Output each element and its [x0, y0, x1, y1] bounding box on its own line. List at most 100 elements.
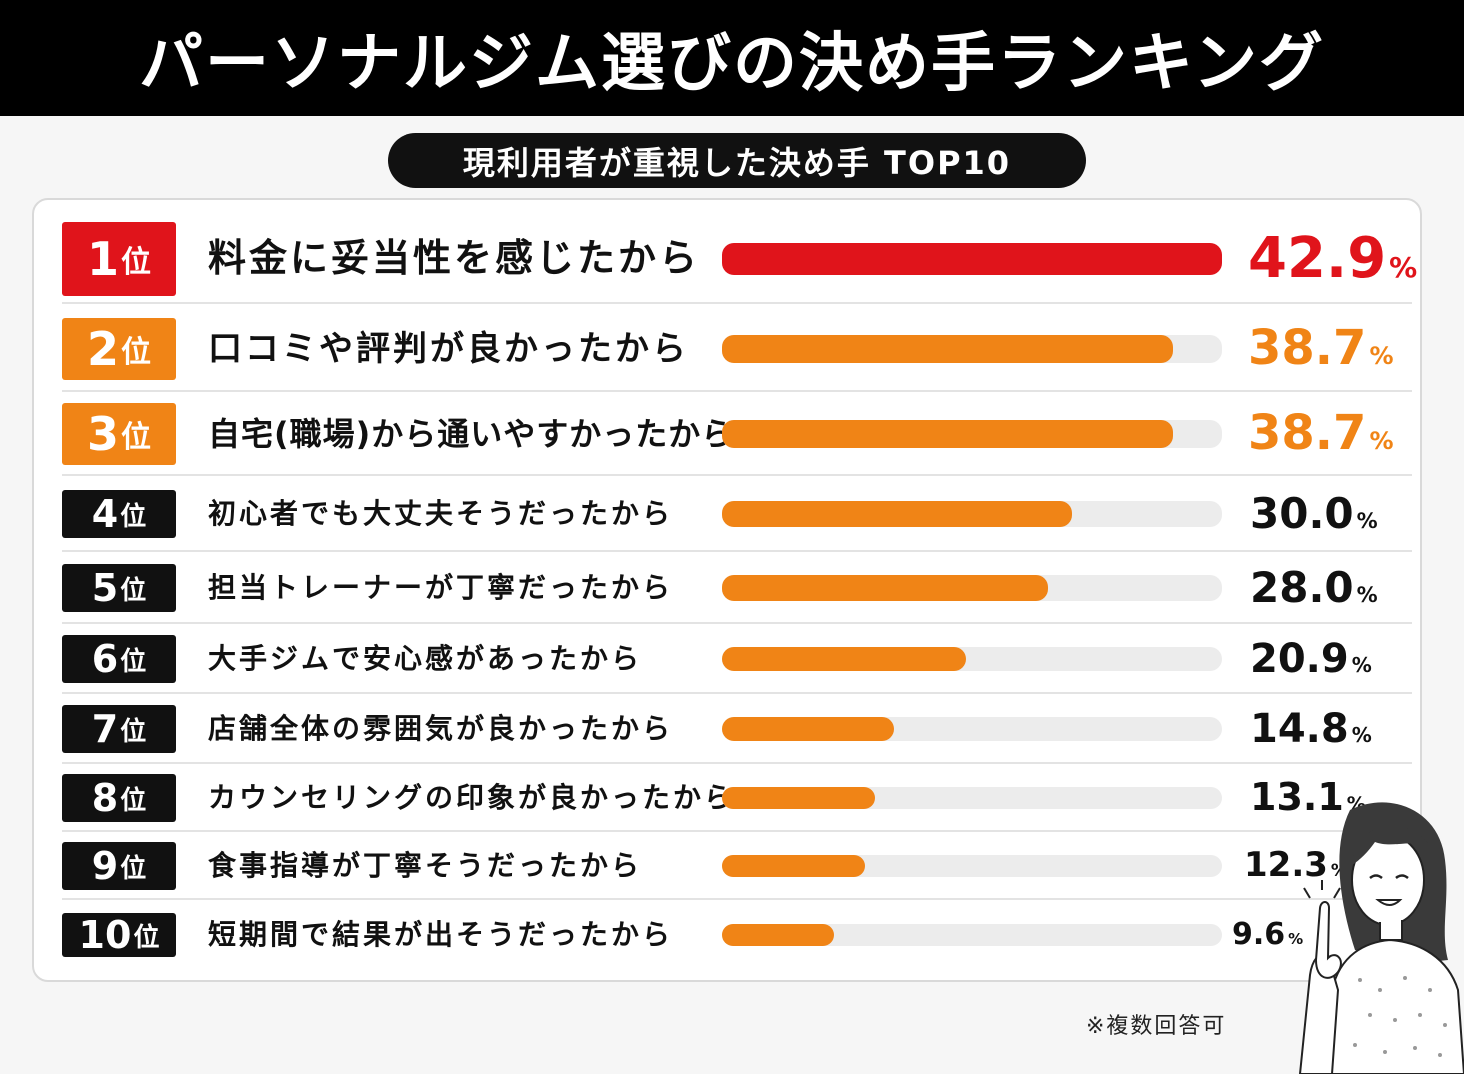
- value-unit: %: [1351, 653, 1372, 677]
- rank-number: 1: [86, 232, 119, 286]
- value-label: 9.6%: [1232, 916, 1304, 953]
- ranking-row: 6 位大手ジムで安心感があったから 20.9%: [62, 624, 1412, 694]
- ranking-row: 10 位短期間で結果が出そうだったから 9.6%: [62, 900, 1412, 970]
- bar: [722, 717, 894, 741]
- value-unit: %: [1356, 582, 1378, 607]
- bar: [722, 647, 966, 671]
- value-label: 20.9%: [1250, 636, 1372, 682]
- bar-track: [722, 575, 1222, 601]
- rank-suffix: 位: [121, 420, 151, 455]
- ranking-row: 7 位店舗全体の雰囲気が良かったから 14.8%: [62, 694, 1412, 764]
- ranking-row: 1 位料金に妥当性を感じたから 42.9%: [62, 214, 1417, 304]
- woman-pointing-illustration: [1298, 802, 1464, 1074]
- bar: [722, 420, 1173, 448]
- rank-suffix: 位: [120, 646, 147, 677]
- row-divider: [62, 830, 1412, 832]
- row-divider: [62, 622, 1412, 624]
- bar: [722, 335, 1173, 363]
- value-number: 12.3: [1244, 845, 1328, 886]
- ranking-row: 8 位カウンセリングの印象が良かったから 13.1%: [62, 764, 1412, 832]
- value-label: 38.7%: [1248, 321, 1393, 376]
- value-number: 42.9: [1248, 225, 1387, 291]
- ranking-row: 4 位初心者でも大丈夫そうだったから 30.0%: [62, 476, 1412, 552]
- category-label: 担当トレーナーが丁寧だったから: [208, 571, 674, 605]
- bar-track: [722, 924, 1222, 946]
- row-divider: [62, 762, 1412, 764]
- category-label: 自宅(職場)から通いやすかったから: [208, 414, 735, 453]
- bar-track: [722, 420, 1222, 448]
- category-label: 初心者でも大丈夫そうだったから: [208, 497, 674, 531]
- value-number: 38.7: [1248, 405, 1367, 462]
- rank-suffix: 位: [120, 575, 147, 606]
- value-label: 14.8%: [1250, 706, 1372, 752]
- rank-suffix: 位: [121, 335, 151, 370]
- row-divider: [62, 302, 1412, 304]
- bar: [722, 787, 875, 809]
- category-label: 大手ジムで安心感があったから: [208, 642, 643, 676]
- rank-number: 3: [86, 407, 119, 461]
- bar: [722, 924, 834, 946]
- rank-number: 2: [86, 322, 119, 376]
- value-number: 30.0: [1250, 488, 1354, 538]
- footnote: ※複数回答可: [1086, 1014, 1227, 1039]
- value-unit: %: [1288, 929, 1304, 948]
- rank-badge: 10 位: [62, 913, 176, 957]
- row-divider: [62, 550, 1412, 552]
- rank-number: 10: [78, 913, 132, 957]
- category-label: 食事指導が丁寧そうだったから: [208, 849, 643, 883]
- row-divider: [62, 898, 1412, 900]
- chart-subtitle: 現利用者が重視した決め手 TOP10: [388, 133, 1086, 188]
- value-unit: %: [1369, 427, 1394, 456]
- bar-track: [722, 335, 1222, 363]
- rank-suffix: 位: [120, 785, 147, 816]
- ranking-row: 9 位食事指導が丁寧そうだったから 12.3%: [62, 832, 1412, 900]
- rank-number: 4: [91, 492, 119, 536]
- value-label: 13.1%: [1250, 775, 1366, 820]
- value-number: 28.0: [1250, 562, 1354, 612]
- bar: [722, 575, 1048, 601]
- ranking-row: 2 位口コミや評判が良かったから 38.7%: [62, 306, 1412, 392]
- value-unit: %: [1356, 508, 1378, 533]
- category-label: 店舗全体の雰囲気が良かったから: [208, 712, 674, 746]
- rank-suffix: 位: [121, 245, 151, 280]
- value-label: 12.3%: [1244, 846, 1348, 885]
- value-label: 30.0%: [1250, 488, 1378, 538]
- category-label: カウンセリングの印象が良かったから: [208, 781, 736, 815]
- bar: [722, 855, 865, 877]
- page-title: パーソナルジム選びの決め手ランキング: [0, 0, 1464, 116]
- rank-suffix: 位: [120, 501, 147, 532]
- category-label: 口コミや評判が良かったから: [208, 328, 689, 369]
- rank-suffix: 位: [120, 716, 147, 747]
- rank-number: 6: [91, 637, 119, 681]
- rank-number: 5: [91, 566, 119, 610]
- value-number: 9.6: [1232, 916, 1286, 952]
- category-label: 短期間で結果が出そうだったから: [208, 918, 674, 952]
- rank-number: 7: [91, 707, 119, 751]
- value-unit: %: [1351, 723, 1372, 747]
- rank-suffix: 位: [133, 922, 160, 953]
- value-label: 38.7%: [1248, 406, 1393, 461]
- value-unit: %: [1389, 250, 1418, 284]
- value-number: 20.9: [1250, 636, 1349, 682]
- bar: [722, 243, 1222, 275]
- value-number: 14.8: [1250, 706, 1349, 752]
- value-number: 38.7: [1248, 320, 1367, 377]
- value-label: 42.9%: [1248, 225, 1418, 291]
- row-divider: [62, 692, 1412, 694]
- value-label: 28.0%: [1250, 562, 1378, 612]
- bar-track: [722, 501, 1222, 527]
- rank-suffix: 位: [120, 853, 147, 884]
- bar: [722, 501, 1072, 527]
- row-divider: [62, 474, 1412, 476]
- bar-track: [722, 243, 1222, 275]
- category-label: 料金に妥当性を感じたから: [208, 236, 701, 281]
